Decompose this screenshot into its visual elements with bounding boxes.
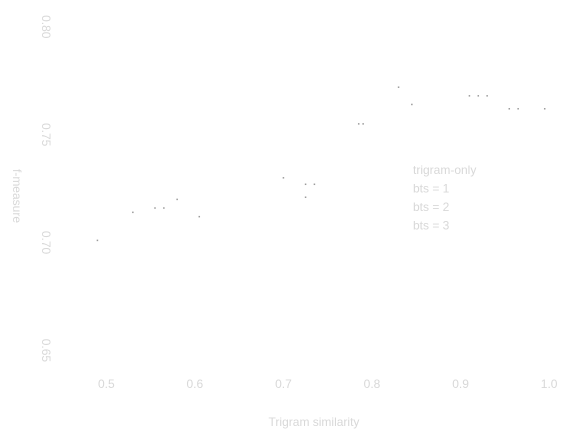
data-point	[96, 239, 99, 242]
data-point	[176, 198, 178, 201]
data-point	[486, 95, 488, 97]
data-point	[282, 177, 285, 179]
legend: trigram-only bts = 1 bts = 2 bts = 3	[413, 163, 476, 233]
data-point	[132, 211, 134, 214]
data-point	[411, 103, 413, 106]
y-tick-label: 0.65	[39, 339, 53, 363]
legend-entry: bts = 3	[413, 219, 450, 233]
data-point	[154, 207, 156, 209]
x-tick-label: 0.6	[187, 377, 204, 391]
data-point	[198, 215, 201, 218]
data-point	[477, 95, 480, 97]
y-tick-label: 0.75	[39, 123, 53, 147]
y-tick-label: 0.70	[39, 231, 53, 255]
legend-entry: bts = 1	[413, 182, 450, 196]
data-points	[96, 86, 546, 242]
y-axis-label: f-measure	[10, 169, 24, 223]
x-tick-label: 0.5	[98, 377, 115, 391]
data-point	[508, 108, 511, 110]
data-point	[357, 123, 360, 125]
data-point	[304, 196, 307, 198]
x-tick-label: 0.8	[364, 377, 381, 391]
y-axis-ticks: 0.65 0.70 0.75 0.80	[39, 15, 53, 362]
x-tick-label: 1.0	[541, 377, 558, 391]
legend-entry: trigram-only	[413, 163, 476, 177]
data-point	[304, 183, 307, 186]
data-point	[397, 86, 400, 88]
x-tick-label: 0.7	[275, 377, 292, 391]
data-point	[313, 183, 316, 186]
x-tick-label: 0.9	[452, 377, 469, 391]
y-tick-label: 0.80	[39, 15, 53, 39]
data-point	[543, 108, 546, 110]
data-point	[468, 95, 471, 97]
x-axis-label: Trigram similarity	[269, 415, 360, 429]
data-point	[517, 108, 519, 110]
x-axis-ticks: 0.5 0.6 0.7 0.8 0.9 1.0	[98, 377, 558, 391]
legend-entry: bts = 2	[413, 200, 450, 214]
data-point	[362, 123, 364, 125]
data-point	[163, 207, 165, 209]
